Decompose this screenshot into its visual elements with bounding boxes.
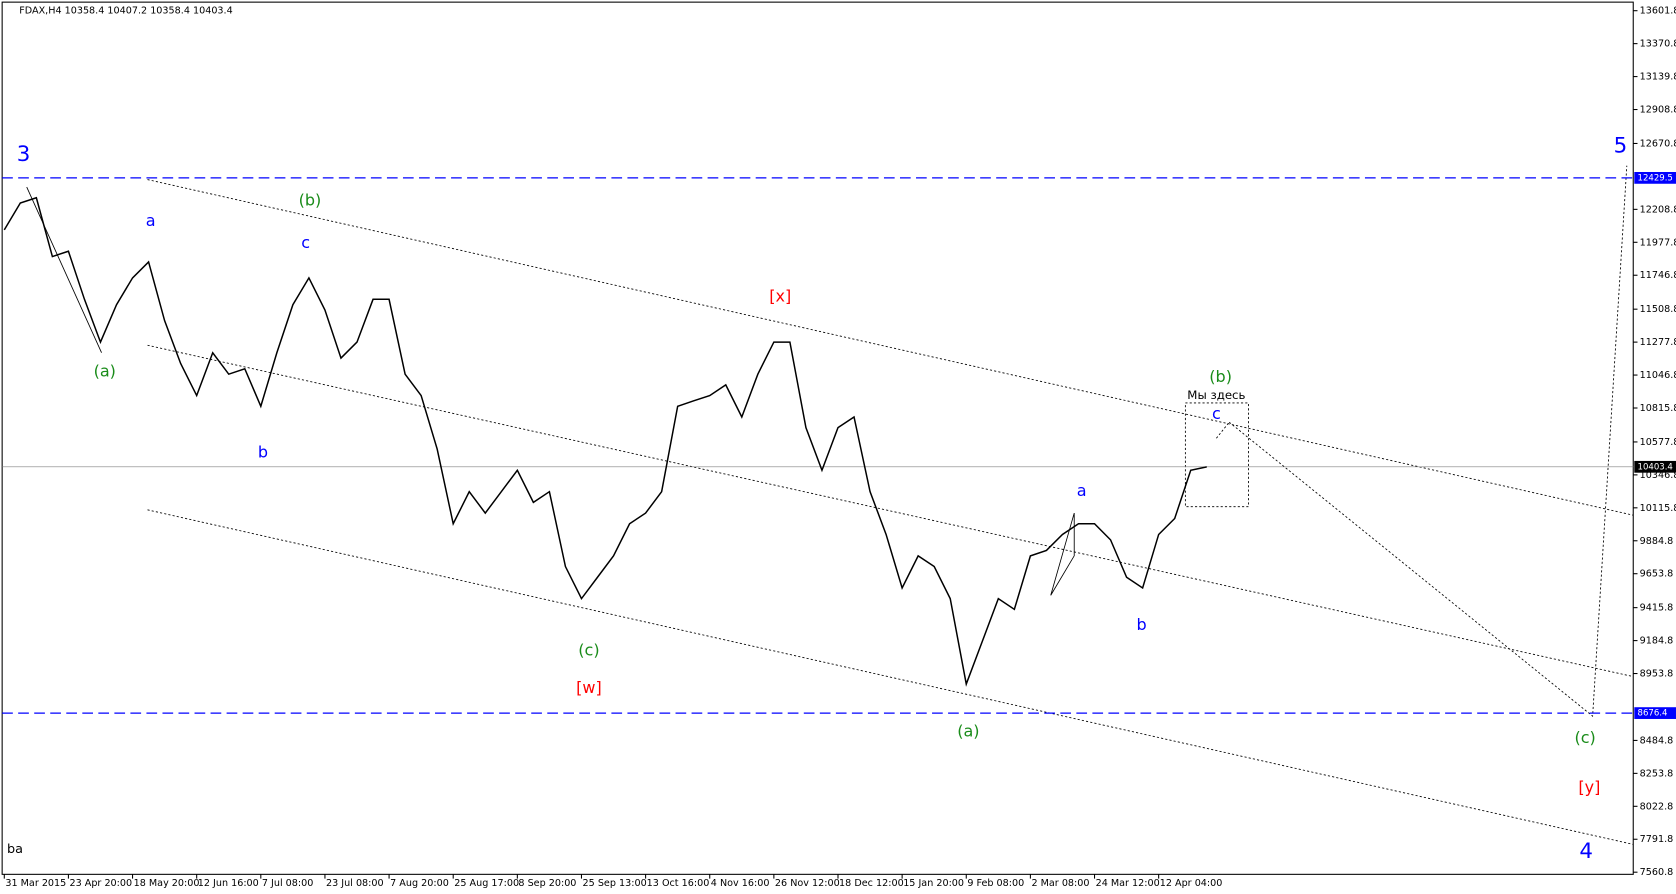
- price-label-box: [1634, 171, 1676, 184]
- y-tick-label: 10346.8: [1640, 470, 1676, 481]
- forecast-start: [1216, 421, 1230, 439]
- x-tick-label: 12 Jun 16:00: [198, 878, 259, 889]
- x-tick-label: 18 May 20:00: [134, 878, 200, 889]
- y-tick-label: 9884.8: [1640, 536, 1674, 547]
- x-tick-label: 23 Jul 08:00: [326, 878, 384, 889]
- y-tick-label: 10815.8: [1640, 403, 1676, 414]
- y-tick-label: 8953.8: [1640, 669, 1674, 680]
- wave-label: (a): [957, 722, 979, 741]
- x-tick-label: 7 Jul 08:00: [262, 878, 314, 889]
- price-label-box: [1634, 460, 1676, 473]
- x-tick-label: 25 Sep 13:00: [583, 878, 647, 889]
- price-label-box: [1634, 707, 1676, 719]
- y-tick-label: 11746.8: [1640, 270, 1676, 281]
- y-tick-label: 8022.8: [1640, 801, 1674, 812]
- y-tick-label: 9184.8: [1640, 636, 1674, 647]
- wave-label: (b): [299, 190, 322, 209]
- y-tick-label: 12908.8: [1640, 105, 1676, 116]
- x-tick-label: 24 Mar 12:00: [1096, 878, 1160, 889]
- y-tick-label: 13601.8: [1640, 6, 1676, 17]
- x-tick-label: 25 Aug 17:00: [454, 878, 519, 889]
- y-tick-label: 12670.8: [1640, 138, 1676, 149]
- wave-label: Мы здесь: [1187, 388, 1245, 402]
- x-tick-label: 7 Aug 20:00: [390, 878, 449, 889]
- y-tick-label: 11508.8: [1640, 304, 1676, 315]
- wave-label: (a): [94, 361, 116, 380]
- y-tick-label: 7560.8: [1640, 867, 1674, 878]
- y-tick-label: 11977.8: [1640, 237, 1676, 248]
- channel-lower: [147, 509, 1634, 845]
- wave-label: 3: [17, 142, 31, 167]
- y-tick-label: 12208.8: [1640, 204, 1676, 215]
- wave-label: [y]: [1578, 777, 1600, 796]
- x-tick-label: 2 Mar 08:00: [1031, 878, 1089, 889]
- wave-label: ba: [7, 842, 23, 857]
- wave-label: 4: [1579, 839, 1593, 864]
- trend-lines: [26, 165, 1634, 845]
- wave-label: a: [1077, 481, 1087, 500]
- plot-frame: [1, 1, 1634, 875]
- y-tick-label: 8253.8: [1640, 768, 1674, 779]
- x-tick-label: 8 Sep 20:00: [518, 878, 576, 889]
- x-tick-label: 18 Dec 12:00: [839, 878, 904, 889]
- channel-upper: [147, 179, 1634, 516]
- y-tick-label: 10577.8: [1640, 437, 1676, 448]
- wave-label: c: [1212, 404, 1221, 423]
- wave-label: (c): [1574, 728, 1595, 747]
- x-tick-label: 4 Nov 16:00: [711, 878, 770, 889]
- wave-label: [w]: [576, 678, 602, 697]
- y-tick-label: 13370.8: [1640, 39, 1676, 50]
- channel-middle: [147, 344, 1634, 678]
- y-tick-label: 8484.8: [1640, 735, 1674, 746]
- price-line: [3, 196, 1207, 687]
- y-tick-label: 11277.8: [1640, 337, 1676, 348]
- price-label: 12429.5: [1638, 173, 1673, 183]
- x-tick-label: 9 Feb 08:00: [967, 878, 1024, 889]
- wave-label: b: [258, 443, 268, 462]
- x-tick-label: 31 Mar 2015: [5, 878, 66, 889]
- price-label: 8676.4: [1638, 709, 1668, 719]
- y-tick-label: 9653.8: [1640, 569, 1674, 580]
- wave-label: b: [1136, 615, 1146, 634]
- here-box: [1184, 402, 1249, 508]
- y-tick-label: 11046.8: [1640, 370, 1676, 381]
- wave-line: [26, 186, 102, 353]
- chart-title: FDAX,H4 10358.4 10407.2 10358.4 10403.4: [19, 6, 232, 17]
- wave-label: a: [146, 211, 156, 230]
- y-tick-label: 7791.8: [1640, 834, 1674, 845]
- y-tick-label: 13139.8: [1640, 72, 1676, 83]
- wave-label: c: [301, 233, 310, 252]
- wave-label: (b): [1209, 367, 1232, 386]
- y-tick-label: 10115.8: [1640, 503, 1676, 514]
- wave-triangle: [1050, 512, 1075, 596]
- wave-label: [x]: [769, 287, 791, 306]
- wave-label: (c): [578, 640, 599, 659]
- forecast-path: [1228, 165, 1628, 717]
- x-tick-label: 13 Oct 16:00: [647, 878, 710, 889]
- y-tick-label: 9415.8: [1640, 603, 1674, 614]
- price-label: 10403.4: [1638, 462, 1673, 472]
- x-tick-label: 26 Nov 12:00: [775, 878, 840, 889]
- x-tick-label: 23 Apr 20:00: [69, 878, 132, 889]
- wave-label: 5: [1614, 133, 1628, 158]
- x-tick-label: 12 Apr 04:00: [1160, 878, 1223, 889]
- x-tick-label: 15 Jan 20:00: [903, 878, 964, 889]
